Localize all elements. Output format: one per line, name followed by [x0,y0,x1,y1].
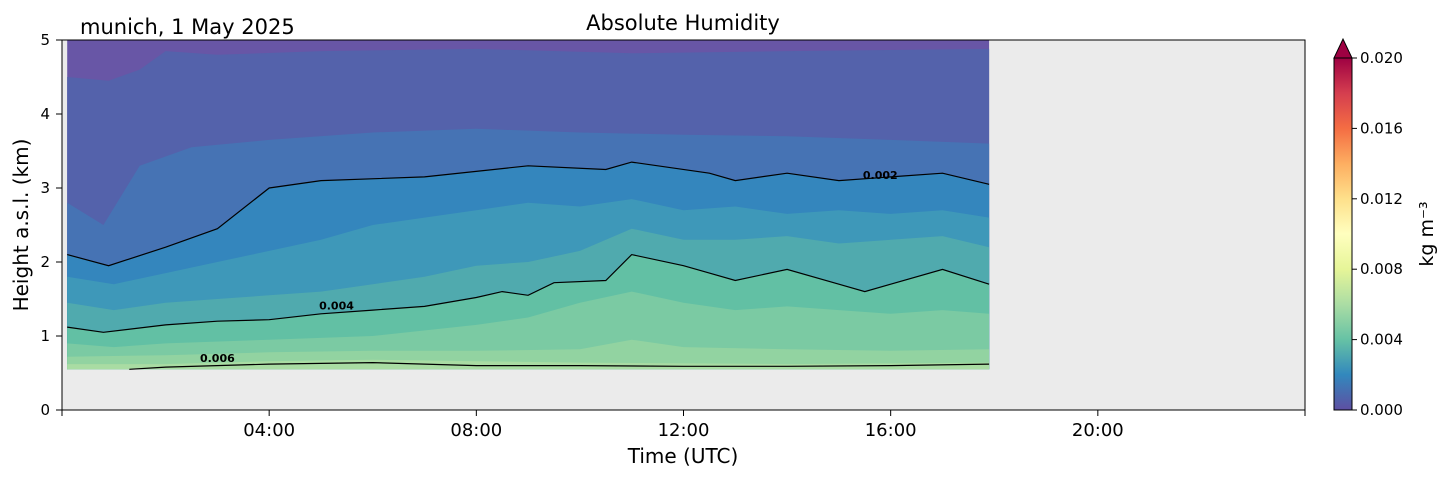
humidity-field [67,40,990,370]
x-tick-label: 16:00 [865,420,917,441]
x-tick-label: 12:00 [658,420,710,441]
colorbar-scale [1334,58,1352,410]
x-tick-label: 20:00 [1072,420,1124,441]
colorbar-frame [1333,57,1353,411]
contour-label: 0.004 [319,299,354,312]
colorbar-extend-arrow [1333,37,1353,59]
x-axis: 04:00 08:00 12:00 16:00 20:00 [61,410,1306,441]
y-axis: 0 1 2 3 4 5 [40,31,62,419]
contour-label: 0.006 [200,352,235,365]
x-tick-label: 08:00 [450,420,502,441]
y-tick-label: 1 [40,327,50,345]
y-tick-label: 4 [40,105,50,123]
y-tick-label: 5 [40,31,50,49]
contour-line-0.006 [129,361,990,370]
contour-lines: 0.002 0.004 0.006 [67,161,990,370]
y-axis-label: Height a.s.l. (km) [9,139,33,312]
x-axis-label: Time (UTC) [627,444,739,468]
contour-label: 0.002 [863,169,898,182]
colorbar-ticks: 0.000 0.004 0.008 0.012 0.016 0.020 [1352,49,1403,419]
band-level-10 [67,359,990,370]
chart-title: Absolute Humidity [586,11,780,35]
colorbar-tick-label: 0.012 [1360,190,1403,208]
chart-subtitle: munich, 1 May 2025 [80,15,295,39]
contour-line-0.004 [67,253,990,333]
colorbar-tick-label: 0.020 [1360,49,1403,67]
contour-line-0.002 [67,161,990,267]
y-tick-label: 0 [40,401,50,419]
colorbar-tick-label: 0.016 [1360,119,1403,137]
colorbar-label: kg m⁻³ [1416,201,1438,266]
colorbar-tick-label: 0.000 [1360,401,1403,419]
colorbar-tick-label: 0.008 [1360,260,1403,278]
colorbar: 0.000 0.004 0.008 0.012 0.016 0.020 kg m⁻³ [1333,37,1438,419]
x-tick-label: 04:00 [243,420,295,441]
colorbar-tick-label: 0.004 [1360,331,1403,349]
y-tick-label: 3 [40,179,50,197]
y-tick-label: 2 [40,253,50,271]
